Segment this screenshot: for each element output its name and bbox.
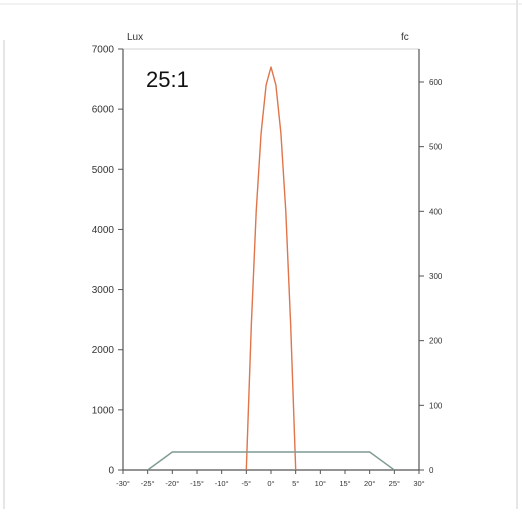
chart-title: 25:1 — [146, 67, 189, 92]
x-tick-label: 5° — [292, 479, 299, 488]
x-tick-label: -15° — [190, 479, 204, 488]
y-right-tick-label: 500 — [429, 143, 443, 152]
y-left-tick-label: 4000 — [92, 225, 115, 236]
y-left-tick-label: 3000 — [92, 285, 115, 296]
x-tick-label: -25° — [141, 479, 155, 488]
y-right-tick-label: 300 — [429, 272, 443, 281]
y-left-tick-label: 6000 — [92, 105, 115, 116]
y-right-tick-label: 100 — [429, 401, 443, 410]
y-left-tick-label: 2000 — [92, 345, 115, 356]
y-left-tick-label: 7000 — [92, 45, 115, 56]
y-right-tick-label: 600 — [429, 78, 443, 87]
x-tick-label: 0° — [267, 479, 274, 488]
y-right-tick-label: 0 — [429, 466, 434, 475]
y-left-ticks: 0 1000 2000 3000 4000 5000 6000 7000 — [92, 45, 123, 477]
series-line-flat — [147, 451, 395, 471]
x-ticks: -30° -25° -20° -15° -10° -5° 0° 5° 10° 15° 20° 25° 3… — [116, 470, 425, 488]
series-line-peak — [245, 66, 297, 471]
x-tick-label: 10° — [315, 479, 326, 488]
x-tick-label: -5° — [241, 479, 251, 488]
y-left-tick-label: 0 — [108, 466, 114, 477]
y-left-tick-label: 1000 — [92, 405, 115, 416]
x-tick-label: 20° — [364, 479, 375, 488]
y-right-unit-label: fc — [401, 32, 409, 43]
x-tick-label: 30° — [413, 479, 424, 488]
x-tick-label: -30° — [116, 479, 130, 488]
x-tick-label: 15° — [339, 479, 350, 488]
y-right-tick-label: 200 — [429, 337, 443, 346]
x-tick-label: -20° — [165, 479, 179, 488]
y-left-unit-label: Lux — [127, 32, 143, 43]
plot-area-border — [122, 48, 420, 471]
y-right-tick-label: 400 — [429, 207, 443, 216]
series-layer — [147, 66, 395, 471]
x-tick-label: -10° — [215, 479, 229, 488]
y-left-tick-label: 5000 — [92, 165, 115, 176]
y-right-ticks: 0 100 200 300 400 500 600 — [419, 78, 443, 475]
x-tick-label: 25° — [389, 479, 400, 488]
